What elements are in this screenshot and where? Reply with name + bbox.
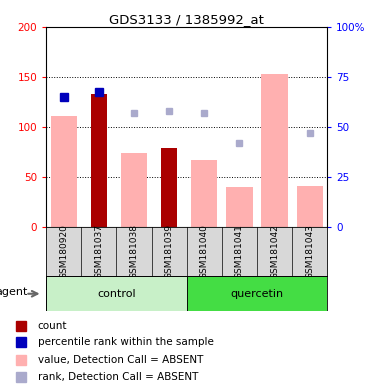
Text: GSM181041: GSM181041 <box>235 224 244 279</box>
Bar <box>226 187 253 227</box>
Bar <box>191 160 218 227</box>
Text: rank, Detection Call = ABSENT: rank, Detection Call = ABSENT <box>38 372 198 382</box>
Text: value, Detection Call = ABSENT: value, Detection Call = ABSENT <box>38 355 203 365</box>
Text: GSM181040: GSM181040 <box>200 224 209 279</box>
Bar <box>261 74 288 227</box>
Bar <box>46 276 187 311</box>
Bar <box>50 116 77 227</box>
Title: GDS3133 / 1385992_at: GDS3133 / 1385992_at <box>109 13 264 26</box>
Bar <box>187 276 327 311</box>
Text: agent: agent <box>0 287 28 297</box>
Bar <box>161 148 177 227</box>
Bar <box>91 94 107 227</box>
Text: GSM180920: GSM180920 <box>59 224 68 279</box>
Text: GSM181037: GSM181037 <box>94 224 104 279</box>
Text: count: count <box>38 321 67 331</box>
Text: control: control <box>97 289 136 299</box>
Text: quercetin: quercetin <box>231 289 283 299</box>
Bar <box>121 153 147 227</box>
Text: percentile rank within the sample: percentile rank within the sample <box>38 338 214 348</box>
Text: GSM181043: GSM181043 <box>305 224 314 279</box>
Bar <box>296 185 323 227</box>
Text: GSM181038: GSM181038 <box>129 224 139 279</box>
Text: GSM181039: GSM181039 <box>165 224 174 279</box>
Text: GSM181042: GSM181042 <box>270 224 279 279</box>
